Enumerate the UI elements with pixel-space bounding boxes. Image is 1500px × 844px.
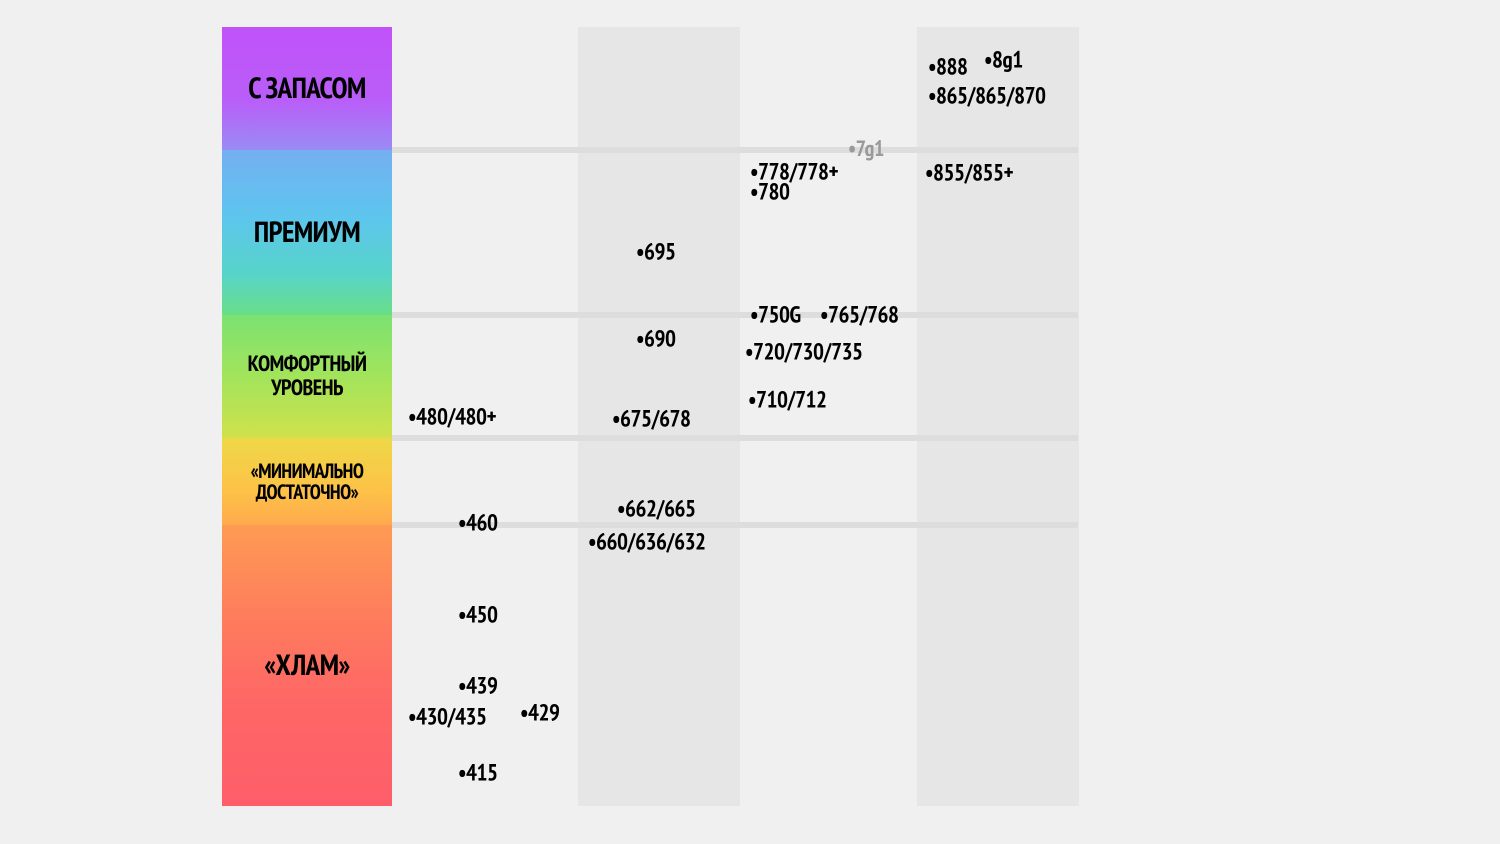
chip-label: •695 — [636, 238, 676, 267]
grid-line-2 — [392, 435, 1078, 441]
chip-label: •865/865/870 — [928, 82, 1046, 111]
tier-band-premium: ПРЕМИУМ — [222, 150, 392, 315]
chip-label: •750G — [750, 301, 801, 330]
tier-label-hlam: «ХЛАМ» — [264, 650, 349, 680]
chart-stage: С ЗАПАСОМ ПРЕМИУМ КОМФОРТНЫЙ УРОВЕНЬ «МИНИМ… — [0, 0, 1500, 844]
chip-label: •675/678 — [612, 405, 691, 434]
tier-band-s_zapasom: С ЗАПАСОМ — [222, 27, 392, 150]
tier-label-premium: ПРЕМИУМ — [254, 217, 360, 247]
tier-band-minimal: «МИНИМАЛЬНО ДОСТАТОЧНО» — [222, 438, 392, 525]
column-shade-col8 — [917, 27, 1079, 806]
chip-label: •662/665 — [617, 495, 696, 524]
chip-label: •710/712 — [748, 386, 827, 415]
chip-label: •855/855+ — [925, 159, 1013, 188]
chip-label: •888 — [928, 53, 968, 82]
chip-label: •415 — [458, 759, 498, 788]
tier-label-komfort: КОМФОРТНЫЙ УРОВЕНЬ — [248, 353, 367, 399]
chip-label: •8g1 — [984, 46, 1023, 75]
chip-label: •450 — [458, 601, 498, 630]
chip-label: •429 — [520, 699, 560, 728]
chip-label: •660/636/632 — [588, 528, 706, 557]
tier-band-komfort: КОМФОРТНЫЙ УРОВЕНЬ — [222, 315, 392, 438]
chip-label: •7g1 — [848, 135, 884, 163]
tier-band-hlam: «ХЛАМ» — [222, 525, 392, 806]
chip-label: •460 — [458, 509, 498, 538]
chip-label: •430/435 — [408, 703, 487, 732]
grid-line-1 — [392, 312, 1078, 318]
tier-label-minimal: «МИНИМАЛЬНО ДОСТАТОЧНО» — [251, 461, 364, 503]
chip-label: •480/480+ — [408, 403, 496, 432]
chip-label: •780 — [750, 178, 790, 207]
grid-line-0 — [392, 147, 1078, 153]
chip-label: •765/768 — [820, 301, 899, 330]
chip-label: •439 — [458, 672, 498, 701]
chip-label: •690 — [636, 325, 676, 354]
chip-label: •720/730/735 — [745, 338, 863, 367]
tier-label-s_zapasom: С ЗАПАСОМ — [248, 73, 366, 103]
